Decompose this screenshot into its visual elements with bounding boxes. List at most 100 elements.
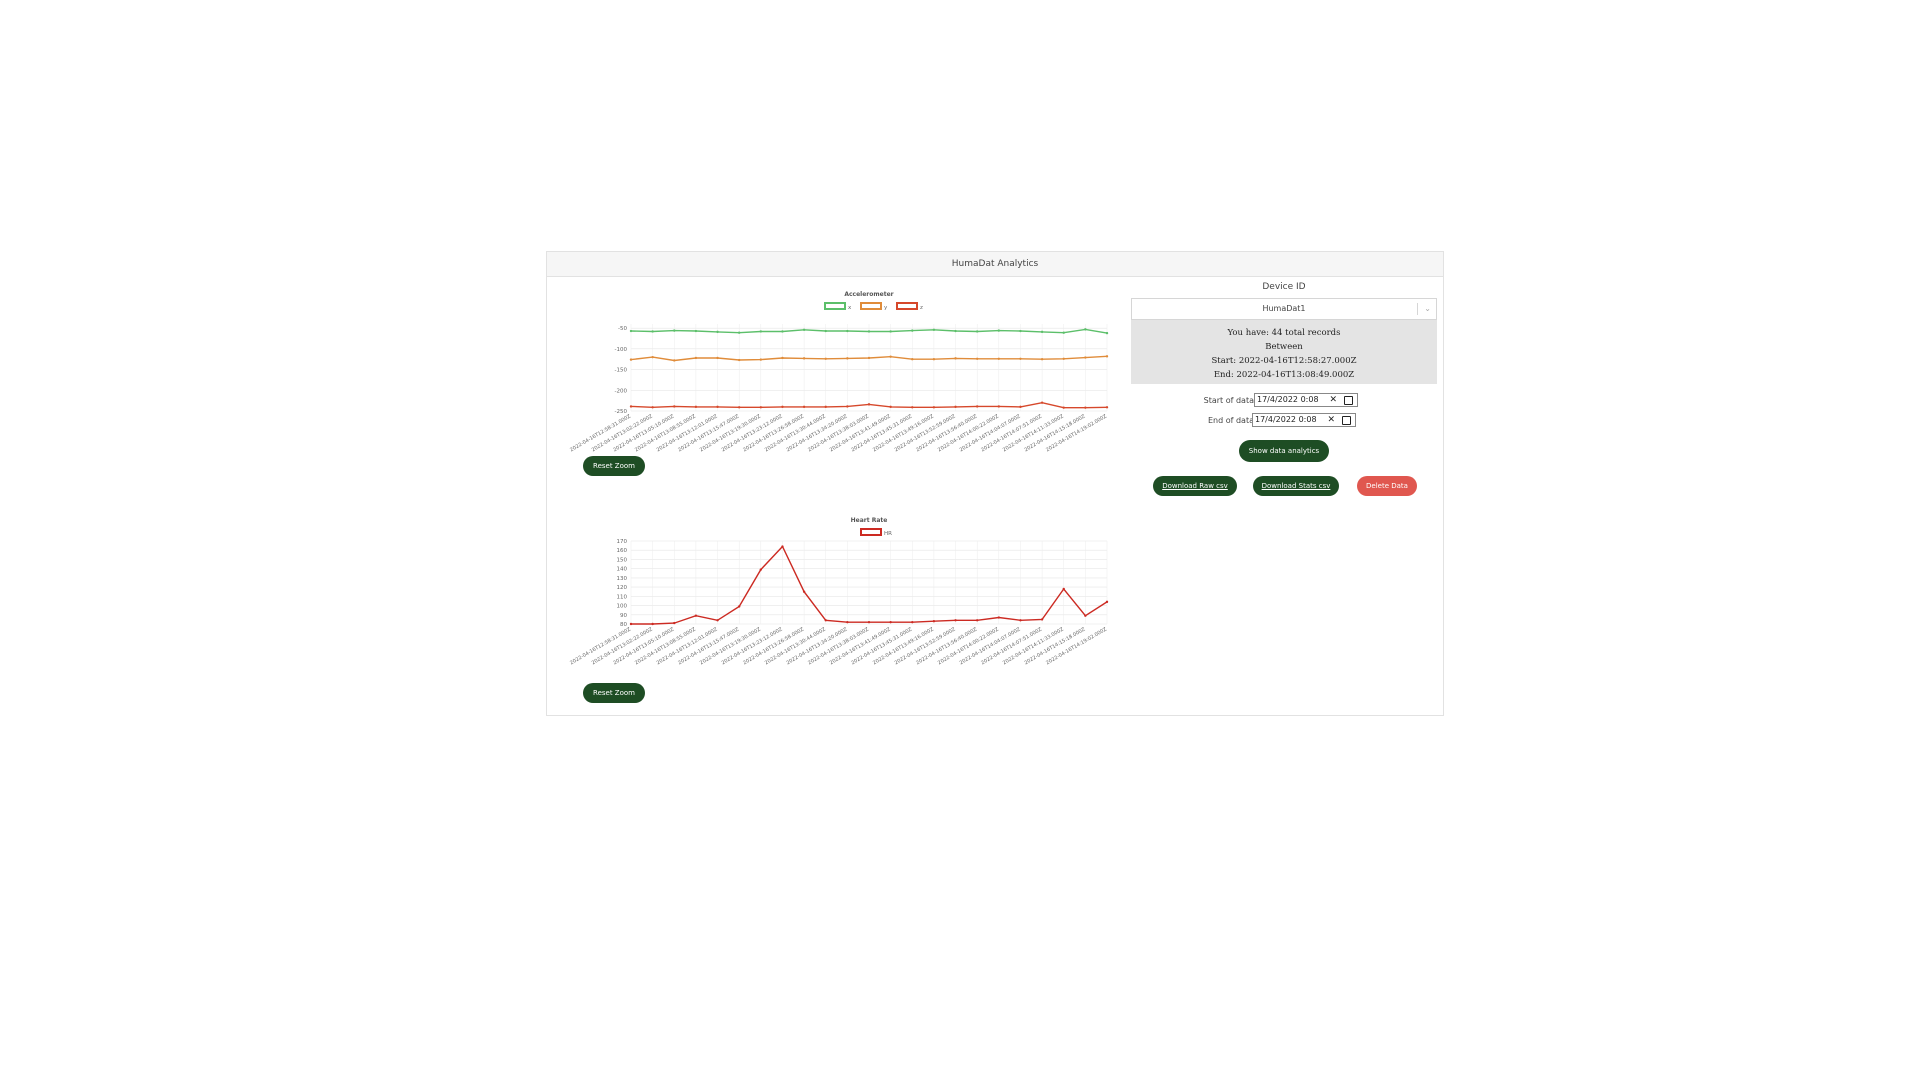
legend-label-HR: HR <box>884 531 892 537</box>
calendar-icon[interactable] <box>1342 416 1351 425</box>
heart-rate-chart-panel: Heart Rate HR 170 160 150 140 130 120 110 100 90 80… <box>555 512 1115 712</box>
data-point-y <box>781 356 784 360</box>
y-tick-label: 130 <box>617 576 628 582</box>
show-data-analytics-button[interactable]: Show data analytics <box>1239 440 1329 462</box>
app-window: HumaDat Analytics Accelerometer x y z -50 -10… <box>546 251 1444 716</box>
data-point-HR <box>824 619 827 622</box>
data-point-y <box>651 355 654 359</box>
heart-rate-chart[interactable]: Heart Rate HR 170 160 150 140 130 120 110 100 90 80… <box>555 512 1115 682</box>
download-stats-csv-button[interactable]: Download Stats csv <box>1253 476 1339 496</box>
data-point-HR <box>759 568 763 571</box>
data-point-z <box>673 405 676 408</box>
data-point-z <box>629 405 633 408</box>
data-point-y <box>824 357 827 360</box>
device-id-label: Device ID <box>1262 282 1306 292</box>
chevron-down-icon[interactable]: ⌄ <box>1424 304 1431 313</box>
device-id-select[interactable]: HumaDat1 ⌄ <box>1131 298 1437 320</box>
data-point-z <box>651 406 654 409</box>
data-point-HR <box>737 605 741 608</box>
data-point-z <box>1105 406 1109 409</box>
clear-icon[interactable]: ✕ <box>1329 395 1337 405</box>
data-point-HR <box>954 619 957 622</box>
data-point-x <box>1019 329 1022 333</box>
data-point-z <box>889 405 892 409</box>
data-point-y <box>911 358 914 361</box>
legend-swatch-HR <box>860 528 882 536</box>
data-point-z <box>867 403 871 406</box>
data-point-y <box>954 357 957 360</box>
page-title: HumaDat Analytics <box>547 252 1443 277</box>
data-point-HR <box>802 590 806 593</box>
y-tick-label: 80 <box>620 622 627 628</box>
legend-swatch-z <box>896 302 918 310</box>
data-point-HR <box>889 620 892 624</box>
data-point-x <box>1040 330 1044 334</box>
data-point-x <box>846 329 849 333</box>
data-point-y <box>1019 357 1022 360</box>
data-point-x <box>802 328 806 331</box>
data-point-y <box>737 358 741 362</box>
records-between: Between <box>1265 342 1303 352</box>
legend-label-z: z <box>920 305 923 311</box>
data-point-y <box>867 356 871 360</box>
data-point-y <box>997 357 1001 360</box>
data-point-x <box>629 329 633 333</box>
heart-rate-reset-zoom-button[interactable]: Reset Zoom <box>583 683 645 703</box>
end-of-data-input[interactable]: 17/4/2022 0:08 ✕ <box>1252 413 1356 427</box>
data-point-y <box>1084 356 1087 359</box>
data-point-y <box>716 356 719 360</box>
data-point-HR <box>1105 600 1109 604</box>
data-point-y <box>1062 357 1065 360</box>
data-point-x <box>759 330 763 333</box>
end-of-data-row: End of data 17/4/2022 0:08 ✕ <box>1131 412 1437 430</box>
data-point-x <box>889 330 892 333</box>
data-point-z <box>759 406 763 409</box>
y-tick-label: 150 <box>617 557 628 563</box>
data-point-x <box>911 329 914 332</box>
data-point-HR <box>716 619 719 622</box>
data-point-y <box>846 357 849 360</box>
data-point-y <box>802 357 806 360</box>
data-point-z <box>737 406 741 409</box>
data-point-y <box>759 358 763 361</box>
data-point-x <box>932 328 936 331</box>
end-of-data-value: 17/4/2022 0:08 <box>1255 415 1317 424</box>
y-tick-label: 160 <box>617 548 628 554</box>
y-tick-label: 110 <box>617 594 628 600</box>
data-point-x <box>781 330 784 333</box>
chart-title: Accelerometer <box>844 291 893 298</box>
data-point-HR <box>1019 619 1022 622</box>
legend-swatch-y <box>860 302 882 310</box>
data-point-HR <box>846 620 849 624</box>
data-point-HR <box>975 619 979 622</box>
accelerometer-reset-zoom-button[interactable]: Reset Zoom <box>583 456 645 476</box>
clear-icon[interactable]: ✕ <box>1327 415 1335 425</box>
data-point-HR <box>694 614 698 617</box>
data-point-HR <box>781 545 784 548</box>
start-of-data-input[interactable]: 17/4/2022 0:08 ✕ <box>1254 393 1358 407</box>
data-point-y <box>694 356 698 360</box>
data-point-x <box>1105 331 1109 335</box>
action-buttons: Download Raw csv Download Stats csv Dele… <box>1131 476 1437 498</box>
data-point-z <box>997 405 1001 408</box>
start-of-data-value: 17/4/2022 0:08 <box>1257 395 1319 404</box>
y-tick-label: -50 <box>618 326 627 332</box>
data-point-x <box>954 329 957 333</box>
start-of-data-row: Start of data 17/4/2022 0:08 ✕ <box>1131 392 1437 410</box>
delete-data-button[interactable]: Delete Data <box>1357 476 1417 496</box>
records-total: You have: 44 total records <box>1227 328 1341 338</box>
data-point-z <box>975 405 979 408</box>
y-tick-label: -250 <box>615 409 628 415</box>
select-divider <box>1417 303 1418 315</box>
data-point-z <box>932 406 936 409</box>
y-tick-label: 90 <box>620 613 627 619</box>
data-point-x <box>867 330 871 333</box>
calendar-icon[interactable] <box>1344 396 1353 405</box>
data-point-y <box>889 355 892 358</box>
data-point-HR <box>911 620 914 624</box>
download-raw-csv-button[interactable]: Download Raw csv <box>1153 476 1237 496</box>
y-tick-label: 170 <box>617 539 628 545</box>
data-point-y <box>1105 355 1109 358</box>
records-end: End: 2022-04-16T13:08:49.000Z <box>1213 370 1355 380</box>
